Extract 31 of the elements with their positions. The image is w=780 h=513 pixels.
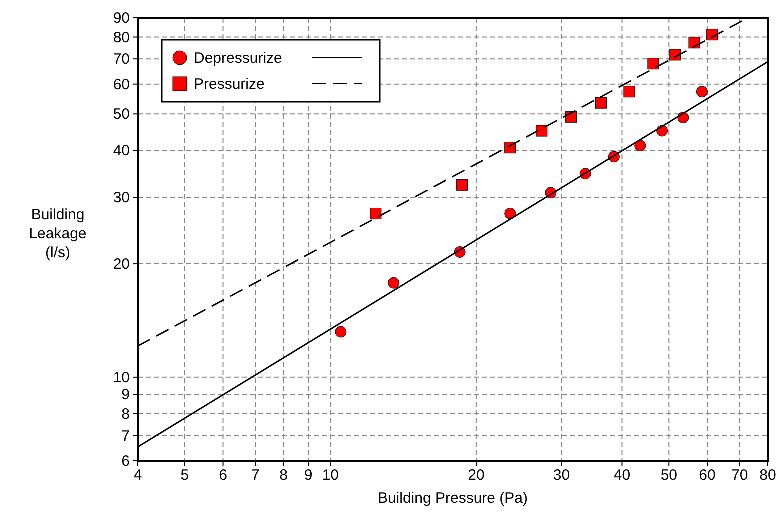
x-tick-label: 30 bbox=[553, 467, 570, 484]
x-tick-label: 5 bbox=[180, 467, 190, 484]
x-tick-label: 9 bbox=[304, 467, 313, 484]
y-tick-label: 8 bbox=[122, 406, 130, 423]
y-tick-label: 90 bbox=[113, 10, 130, 27]
x-tick-label: 70 bbox=[732, 467, 748, 484]
x-tick-label: 10 bbox=[322, 467, 340, 484]
y-tick-label: 60 bbox=[113, 76, 130, 94]
y-tick-label: 6 bbox=[122, 453, 130, 470]
y-tick-label: 7 bbox=[122, 428, 130, 445]
y-tick-label: 40 bbox=[113, 142, 130, 160]
x-tick-label: 80 bbox=[760, 467, 776, 484]
legend-label: Pressurize bbox=[194, 76, 265, 93]
y-tick-label: 10 bbox=[113, 369, 130, 386]
x-tick-label: 4 bbox=[134, 467, 142, 484]
y-tick-label: 9 bbox=[122, 386, 130, 404]
y-tick-label: 70 bbox=[113, 51, 130, 68]
x-tick-label: 50 bbox=[660, 467, 678, 484]
x-tick-label: 8 bbox=[280, 467, 288, 484]
y-axis-title: Building Leakage (l/s) bbox=[29, 206, 87, 262]
x-tick-label: 20 bbox=[468, 467, 485, 484]
x-tick-label: 7 bbox=[252, 467, 260, 484]
x-tick-label: 40 bbox=[614, 467, 631, 484]
x-axis-title: Building Pressure (Pa) bbox=[378, 490, 528, 507]
legend-label: Depressurize bbox=[194, 50, 282, 67]
y-tick-label: 30 bbox=[113, 190, 130, 207]
x-tick-label: 6 bbox=[219, 467, 228, 484]
y-tick-label: 50 bbox=[113, 106, 130, 124]
y-tick-label: 20 bbox=[113, 256, 130, 274]
x-tick-label: 60 bbox=[699, 467, 716, 484]
y-tick-label: 80 bbox=[113, 29, 130, 46]
